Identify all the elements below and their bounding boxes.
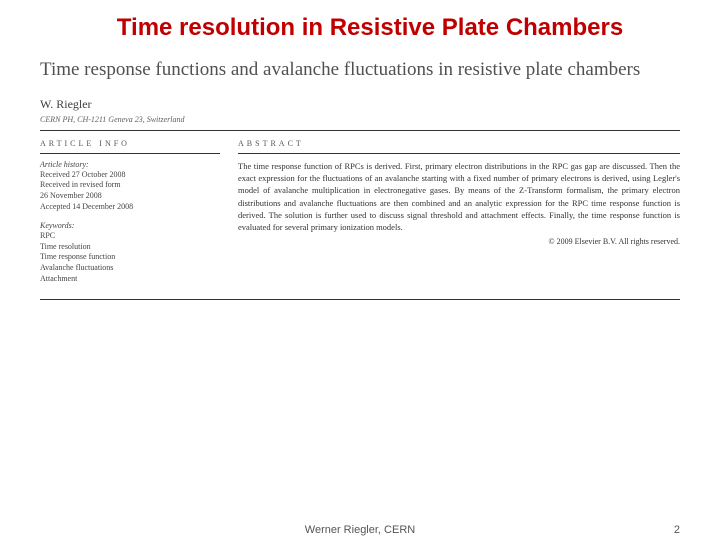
keyword: Time response function [40,252,220,263]
abstract-col: ABSTRACT The time response function of R… [238,131,680,285]
history-line: Received in revised form [40,180,220,191]
history-line: Accepted 14 December 2008 [40,202,220,213]
page-number: 2 [674,524,680,536]
paper-affiliation: CERN PH, CH-1211 Geneva 23, Switzerland [40,115,680,131]
slide-title: Time resolution in Resistive Plate Chamb… [0,0,720,52]
abstract-header: ABSTRACT [238,131,680,154]
keyword: RPC [40,231,220,242]
paper-author: W. Riegler [40,97,680,112]
history-line: Received 27 October 2008 [40,170,220,181]
history-line: 26 November 2008 [40,191,220,202]
keywords-block: Keywords: RPC Time resolution Time respo… [40,221,220,285]
article-info-col: ARTICLE INFO Article history: Received 2… [40,131,238,285]
keywords-label: Keywords: [40,221,220,230]
keyword: Avalanche fluctuations [40,263,220,274]
footer-author: Werner Riegler, CERN [0,524,720,536]
copyright-line: © 2009 Elsevier B.V. All rights reserved… [238,237,680,246]
article-info-header: ARTICLE INFO [40,131,220,154]
info-abstract-row: ARTICLE INFO Article history: Received 2… [40,131,680,300]
keyword: Attachment [40,274,220,285]
history-label: Article history: [40,160,220,169]
abstract-text: The time response function of RPCs is de… [238,160,680,234]
paper-title: Time response functions and avalanche fl… [40,58,680,83]
keyword: Time resolution [40,242,220,253]
paper-excerpt: Time response functions and avalanche fl… [0,52,720,300]
